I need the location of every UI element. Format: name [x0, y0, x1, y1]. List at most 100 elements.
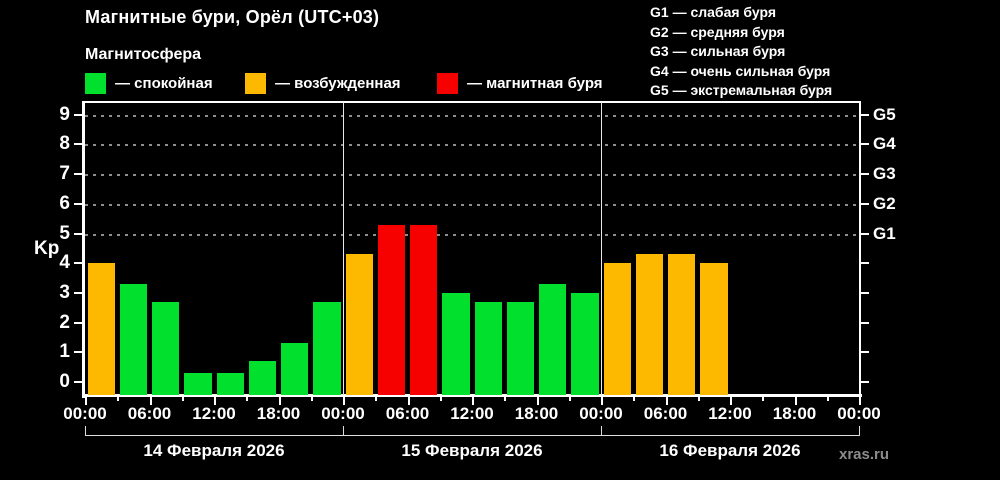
legend-label: — возбужденная: [275, 74, 401, 92]
x-tick-label: 18:00: [772, 404, 817, 423]
storm-scale-legend: G1 — слабая буря G2 — средняя буря G3 — …: [650, 3, 832, 101]
x-tick-major: [214, 397, 216, 405]
kp-bar: [442, 292, 470, 395]
right-tick: [861, 262, 869, 265]
kp-bar: [152, 301, 180, 395]
g4-description: G4 — очень сильная буря: [650, 62, 831, 79]
right-tick: [861, 381, 869, 383]
kp-bar: [313, 301, 341, 395]
day-divider: [343, 102, 344, 395]
x-tick-major: [407, 397, 410, 405]
date-label-day3: 16 Февраля 2026: [659, 441, 801, 460]
date-label-day1: 14 Февраля 2026: [143, 441, 285, 460]
g-level-label: G1: [873, 223, 896, 243]
day-bracket-tick: [343, 426, 344, 436]
day-divider: [601, 102, 602, 395]
x-tick-major: [343, 397, 345, 405]
legend-item-excited: — возбужденная: [245, 72, 401, 94]
kp-bar: [539, 283, 567, 395]
y-tick-label: 3: [59, 281, 70, 303]
kp-bar: [668, 254, 696, 395]
g2-description: G2 — средняя буря: [650, 23, 785, 40]
kp-bar: [377, 224, 405, 395]
y-tick-label: 9: [59, 103, 70, 125]
x-tick-minor: [181, 397, 184, 401]
y-tick-label: 7: [59, 163, 70, 185]
excited-color-swatch: [245, 72, 266, 94]
y-tick: [74, 321, 82, 324]
plot-top-border: [82, 101, 859, 103]
x-tick-minor: [375, 397, 378, 401]
kp-bar: [410, 224, 438, 395]
kp-bar: [603, 263, 631, 395]
y-tick-label: 6: [59, 192, 70, 214]
gridline-kp6: [85, 203, 859, 206]
date-label-day2: 15 Февраля 2026: [401, 441, 543, 460]
kp-bar: [216, 373, 244, 395]
x-tick-label: 06:00: [385, 404, 430, 423]
x-tick-major: [859, 397, 861, 405]
x-tick-major: [794, 397, 797, 405]
y-axis-title: Kp: [34, 238, 60, 259]
right-tick: [861, 321, 869, 324]
quiet-color-swatch: [85, 72, 106, 94]
g1-description: G1 — слабая буря: [650, 4, 777, 20]
g-level-label: G4: [873, 134, 896, 154]
g5-description: G5 — экстремальная буря: [650, 82, 833, 98]
kp-bar: [635, 254, 663, 395]
y-tick: [74, 113, 82, 116]
x-tick-minor: [633, 397, 636, 401]
legend-label: — магнитная буря: [467, 74, 603, 92]
day-bracket-tick: [85, 426, 86, 436]
kp-bar: [248, 361, 276, 395]
kp-bar: [506, 301, 534, 395]
g-level-label: G5: [873, 104, 896, 124]
page-title: Магнитные бури, Орёл (UTC+03): [85, 7, 380, 27]
x-tick-major: [730, 397, 732, 405]
x-axis-line: [82, 394, 862, 397]
g-level-label: G3: [873, 164, 896, 184]
x-tick-minor: [762, 397, 765, 401]
x-tick-major: [665, 397, 668, 405]
right-axis-line: [859, 101, 861, 398]
x-tick-label: 06:00: [127, 404, 172, 423]
x-tick-minor: [826, 397, 829, 401]
right-tick: [861, 291, 869, 294]
right-tick: [861, 232, 869, 235]
y-tick: [74, 262, 82, 265]
y-tick-label: 8: [59, 133, 70, 155]
kp-bar: [700, 263, 728, 395]
g-level-label: G2: [873, 193, 896, 213]
x-tick-major: [472, 397, 474, 405]
kp-bar: [119, 283, 147, 395]
day-bracket-line: [85, 435, 859, 436]
x-tick-label: 18:00: [514, 404, 559, 423]
gridline-kp8: [85, 144, 859, 147]
y-tick-label: 4: [59, 252, 70, 274]
y-tick-label: 5: [59, 222, 70, 244]
y-tick: [74, 143, 82, 146]
magnetosphere-label: Магнитосфера: [85, 46, 202, 63]
right-tick: [861, 143, 869, 146]
x-tick-minor: [439, 397, 442, 401]
right-tick: [861, 113, 869, 116]
y-tick: [74, 291, 82, 294]
y-tick-label: 2: [59, 311, 70, 333]
x-tick-minor: [697, 397, 700, 401]
y-tick-label: 1: [59, 341, 70, 363]
x-tick-minor: [504, 397, 507, 401]
kp-bar: [345, 254, 373, 395]
gridline-kp5: [85, 233, 859, 236]
right-tick: [861, 202, 869, 205]
x-tick-label: 12:00: [708, 404, 752, 423]
x-tick-label: 18:00: [256, 404, 301, 423]
x-tick-label: 00:00: [837, 404, 881, 423]
x-tick-label: 06:00: [643, 404, 688, 423]
g3-description: G3 — сильная буря: [650, 43, 786, 59]
y-axis-line: [82, 101, 85, 398]
y-tick: [74, 381, 82, 383]
x-tick-minor: [246, 397, 249, 401]
y-tick: [74, 351, 82, 354]
x-tick-label: 12:00: [450, 404, 494, 423]
